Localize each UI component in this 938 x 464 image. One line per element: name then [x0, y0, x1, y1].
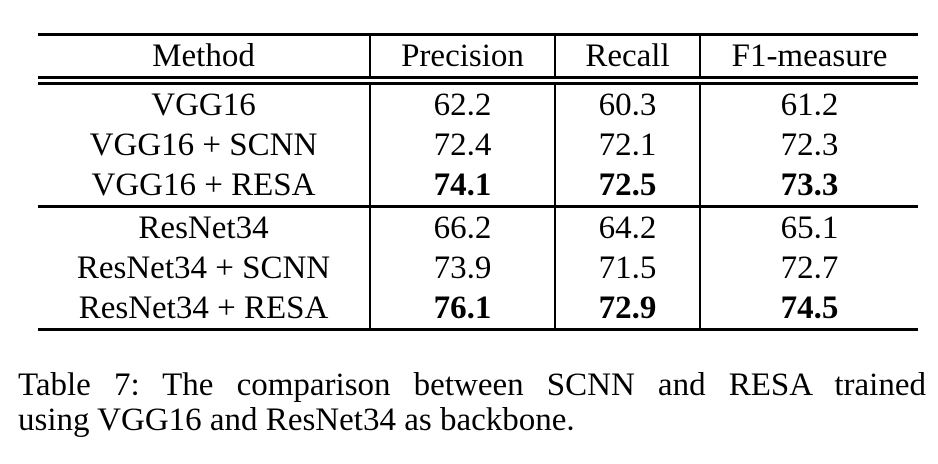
method-cell: ResNet34 + RESA: [78, 289, 329, 326]
method-cell: VGG16 + SCNN: [89, 126, 318, 163]
recall-cell: 72.9: [554, 288, 700, 330]
method-cell: VGG16 + RESA: [38, 165, 370, 208]
table-row: VGG16 62.2 60.3 61.2: [38, 80, 918, 125]
f1-cell: 74.5: [699, 288, 918, 330]
method-cell: VGG16: [151, 86, 256, 123]
recall-cell: 60.3: [554, 80, 700, 125]
precision-cell: 72.4: [369, 125, 555, 165]
precision-cell: 62.2: [369, 80, 555, 125]
col-header-precision: Precision: [369, 34, 555, 85]
table-row: ResNet34 + SCNN 73.9 71.5 72.7: [38, 248, 918, 288]
f1-cell: 73.3: [699, 165, 918, 208]
table-row: ResNet34 66.2 64.2 65.1: [38, 206, 918, 248]
f1-cell: 72.7: [699, 248, 918, 288]
precision-cell: 74.1: [369, 165, 555, 208]
recall-cell: 72.5: [554, 165, 700, 208]
f1-cell: 61.2: [699, 80, 918, 125]
col-header-method: Method: [38, 34, 370, 85]
precision-cell: 76.1: [369, 288, 555, 330]
precision-cell: 66.2: [369, 206, 555, 248]
f1-cell: 72.3: [699, 125, 918, 165]
col-header-recall: Recall: [554, 34, 700, 85]
col-header-f1: F1-measure: [699, 34, 918, 85]
f1-cell: 65.1: [699, 206, 918, 248]
precision-cell: 73.9: [369, 248, 555, 288]
table-caption: Table 7: The comparison between SCNN and…: [18, 368, 926, 438]
method-cell: ResNet34 + SCNN: [76, 249, 331, 286]
table-row: VGG16 + SCNN 72.4 72.1 72.3: [38, 125, 918, 165]
caption-line-1: Table 7: The comparison between SCNN and…: [18, 367, 926, 403]
recall-cell: 64.2: [554, 206, 700, 248]
recall-cell: 72.1: [554, 125, 700, 165]
header-row: Method Precision Recall F1-measure: [38, 34, 918, 85]
method-cell: ResNet34: [138, 209, 269, 246]
recall-cell: 71.5: [554, 248, 700, 288]
table-row: VGG16 + RESA 74.1 72.5 73.3: [38, 165, 918, 208]
caption-line-2: using VGG16 and ResNet34 as backbone.: [18, 402, 575, 438]
results-table: Method Precision Recall F1-measure VGG16…: [38, 33, 918, 331]
table-row: ResNet34 + RESA 76.1 72.9 74.5: [38, 288, 918, 330]
